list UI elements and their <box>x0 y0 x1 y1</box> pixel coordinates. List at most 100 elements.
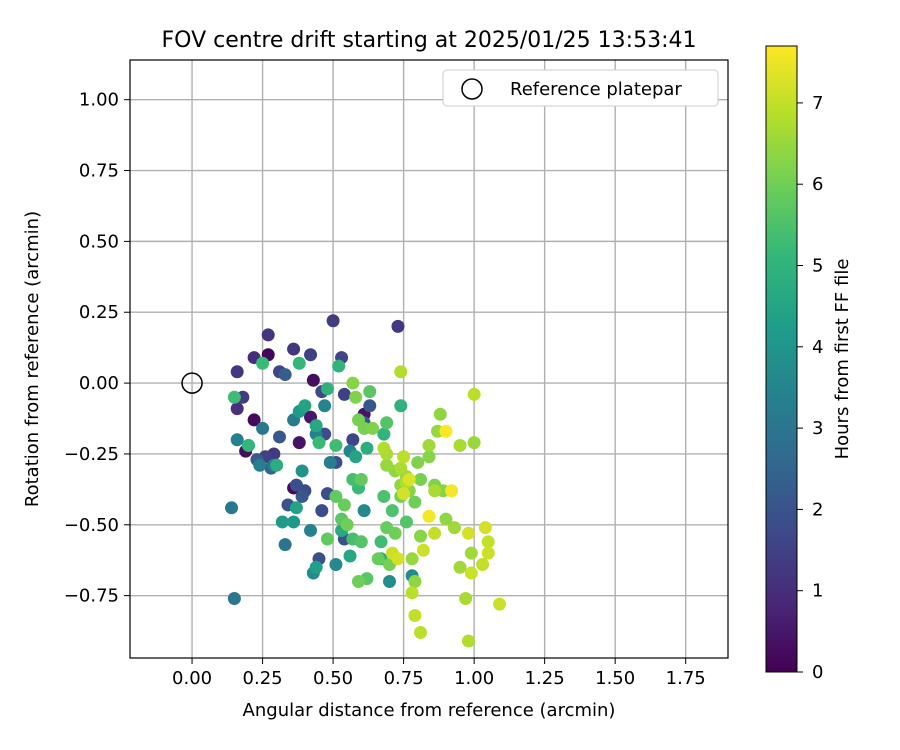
scatter-point <box>414 472 428 486</box>
scatter-point <box>329 557 343 571</box>
scatter-point <box>329 489 343 503</box>
scatter-point <box>391 319 405 333</box>
scatter-point <box>493 597 507 611</box>
reference-marker <box>181 372 203 394</box>
scatter-point <box>351 413 365 427</box>
scatter-point <box>445 484 459 498</box>
scatter-point <box>377 489 391 503</box>
scatter-point <box>394 365 408 379</box>
scatter-point <box>385 504 399 518</box>
scatter-point <box>298 399 312 413</box>
colorbar-tick-label: 0 <box>812 662 823 683</box>
colorbar-ticks: 0 1 2 3 4 5 6 7 <box>797 93 823 683</box>
x-tick-label: 0.00 <box>172 668 212 689</box>
legend-marker-icon <box>461 78 483 100</box>
scatter-point <box>256 356 270 370</box>
scatter-point <box>241 438 255 452</box>
scatter-point <box>261 328 275 342</box>
chart-title: FOV centre drift starting at 2025/01/25 … <box>162 28 697 53</box>
scatter-point <box>320 382 334 396</box>
x-tick-label: 0.25 <box>243 668 283 689</box>
scatter-point <box>351 574 365 588</box>
scatter-point <box>377 427 391 441</box>
scatter-point <box>397 487 411 501</box>
scatter-point <box>329 438 343 452</box>
legend-box <box>442 69 719 107</box>
scatter-point <box>433 407 447 421</box>
scatter-point <box>428 484 442 498</box>
scatter-point <box>227 591 241 605</box>
scatter-point <box>363 399 377 413</box>
scatter-point <box>464 546 478 560</box>
colorbar-tick-label: 7 <box>812 93 823 114</box>
scatter-point <box>461 526 475 540</box>
scatter-points <box>225 314 507 648</box>
scatter-point <box>380 416 394 430</box>
scatter-point <box>287 342 301 356</box>
scatter-point <box>476 557 490 571</box>
scatter-point <box>326 314 340 328</box>
colorbar-tick-label: 3 <box>812 418 823 439</box>
scatter-point <box>349 450 363 464</box>
scatter-point <box>481 535 495 549</box>
y-tick-label: −0.25 <box>64 444 119 465</box>
y-tick-label: 0.00 <box>79 373 119 394</box>
scatter-point <box>405 586 419 600</box>
scatter-point <box>439 424 453 438</box>
scatter-point <box>360 441 374 455</box>
x-tick-label: 1.75 <box>666 668 706 689</box>
y-tick-label: −0.75 <box>64 586 119 607</box>
scatter-point <box>304 348 318 362</box>
colorbar-tick-label: 4 <box>812 337 823 358</box>
scatter-point <box>428 526 442 540</box>
scatter-point <box>320 532 334 546</box>
scatter-point <box>481 546 495 560</box>
y-tick-label: −0.50 <box>64 515 119 536</box>
colorbar: 0 1 2 3 4 5 6 7 Hours from first FF file <box>765 45 853 683</box>
scatter-point <box>253 458 267 472</box>
scatter-point <box>439 512 453 526</box>
y-axis-ticks: −0.75 −0.50 −0.25 0.00 0.25 0.50 0.75 1.00 <box>64 90 130 607</box>
scatter-point <box>289 501 303 515</box>
plot-area: 0.00 0.25 0.50 0.75 1.00 1.25 1.50 1.75 −0.75−0… <box>64 59 729 689</box>
colorbar-tick-label: 2 <box>812 499 823 520</box>
legend-label: Reference platepar <box>510 79 682 100</box>
colorbar-tick-label: 5 <box>812 256 823 277</box>
scatter-point <box>402 472 416 486</box>
scatter-point <box>394 461 408 475</box>
scatter-point <box>414 529 428 543</box>
scatter-point <box>377 441 391 455</box>
scatter-point <box>388 526 402 540</box>
scatter-point <box>467 436 481 450</box>
scatter-point <box>357 504 371 518</box>
scatter-point <box>227 390 241 404</box>
x-tick-label: 0.50 <box>313 668 353 689</box>
scatter-point <box>478 521 492 535</box>
scatter-point <box>289 478 303 492</box>
legend: Reference platepar <box>442 69 719 107</box>
scatter-point <box>312 436 326 450</box>
scatter-point <box>323 455 337 469</box>
scatter-point <box>447 521 461 535</box>
scatter-point <box>295 489 309 503</box>
scatter-point <box>453 438 467 452</box>
scatter-point <box>467 387 481 401</box>
scatter-point <box>306 373 320 387</box>
scatter-point <box>394 399 408 413</box>
colorbar-label: Hours from first FF file <box>832 259 853 460</box>
plot-frame <box>129 59 729 659</box>
y-tick-label: 0.50 <box>79 231 119 252</box>
scatter-point <box>346 433 360 447</box>
scatter-point <box>292 436 306 450</box>
scatter-point <box>366 421 380 435</box>
scatter-point <box>287 515 301 529</box>
x-axis-ticks: 0.00 0.25 0.50 0.75 1.00 1.25 1.50 1.75 <box>172 658 706 689</box>
scatter-point <box>278 368 292 382</box>
scatter-point <box>273 430 286 444</box>
scatter-point <box>315 504 329 518</box>
scatter-point <box>256 421 270 435</box>
scatter-point <box>380 458 394 472</box>
scatter-point <box>230 365 244 379</box>
scatter-point <box>374 535 388 549</box>
scatter-point <box>422 450 436 464</box>
